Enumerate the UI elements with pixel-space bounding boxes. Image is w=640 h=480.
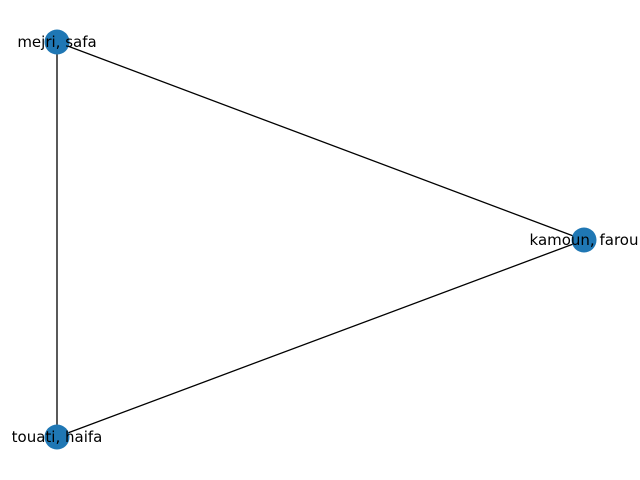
- node-mejri: [44, 29, 70, 55]
- node-label-mejri: mejri, safa: [17, 33, 96, 51]
- node-kamoun: [571, 227, 597, 253]
- edge-kamoun-touati: [56, 239, 585, 438]
- node-touati: [44, 424, 70, 450]
- nodes-layer: [44, 29, 597, 450]
- edge-mejri-kamoun: [56, 41, 585, 241]
- labels-layer: mejri, safa kamoun, farou touati, haifa: [12, 33, 639, 446]
- node-label-kamoun: kamoun, farou: [530, 231, 639, 249]
- node-label-touati: touati, haifa: [12, 428, 103, 446]
- edges-layer: [56, 41, 585, 438]
